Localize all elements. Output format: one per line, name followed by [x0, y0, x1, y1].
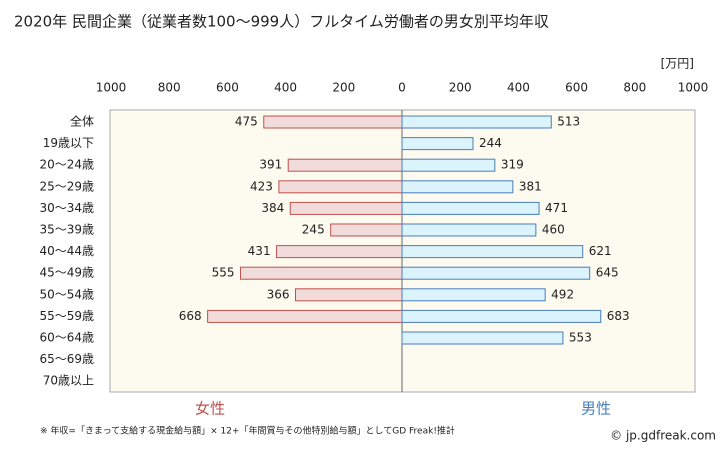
bar — [294, 288, 403, 302]
value-label: 621 — [589, 244, 612, 258]
value-label: 460 — [542, 223, 565, 237]
x-tick-label: 400 — [507, 81, 530, 95]
value-label: 513 — [557, 115, 580, 129]
category-label: 20〜24歳 — [39, 158, 94, 172]
category-label: 70歳以上 — [43, 374, 94, 388]
x-tick-label: 1000 — [678, 81, 709, 95]
bar — [207, 309, 403, 323]
x-tick-label: 800 — [158, 81, 181, 95]
chart-title: 2020年 民間企業（従業者数100〜999人）フルタイム労働者の男女別平均年収 — [14, 13, 549, 31]
value-label: 645 — [596, 266, 619, 280]
source: © jp.gdfreak.com — [610, 429, 716, 443]
category-label: 19歳以下 — [43, 136, 94, 150]
x-tick-label: 0 — [398, 81, 406, 95]
value-label: 683 — [607, 309, 630, 323]
x-tick-label: 800 — [623, 81, 646, 95]
bar — [287, 158, 403, 172]
value-label: 431 — [248, 244, 271, 258]
bar — [401, 266, 591, 280]
bar — [401, 309, 602, 323]
bar — [239, 266, 403, 280]
value-label: 391 — [259, 158, 282, 172]
value-label: 475 — [235, 115, 258, 129]
bar — [401, 180, 514, 194]
bar — [401, 223, 537, 237]
category-label: 50〜54歳 — [39, 287, 94, 301]
category-label: 65〜69歳 — [39, 352, 94, 366]
bar — [289, 201, 403, 215]
legend-label: 男性 — [581, 400, 611, 418]
category-label: 55〜59歳 — [39, 309, 94, 323]
bar — [401, 137, 474, 151]
bar — [401, 288, 546, 302]
bar — [401, 158, 496, 172]
x-tick-label: 600 — [216, 81, 239, 95]
category-label: 45〜49歳 — [39, 266, 94, 280]
value-label: 381 — [519, 179, 542, 193]
footnote: ※ 年収=「きまって支給する現金給与額」× 12+「年間賞与その他特別給与額」と… — [40, 425, 455, 437]
x-tick-label: 600 — [565, 81, 588, 95]
category-label: 60〜64歳 — [39, 331, 94, 345]
x-tick-label: 200 — [332, 81, 355, 95]
bar — [263, 115, 403, 129]
value-label: 423 — [250, 179, 273, 193]
value-label: 471 — [545, 201, 568, 215]
category-label: 40〜44歳 — [39, 244, 94, 258]
legend-label: 女性 — [195, 400, 225, 418]
value-label: 668 — [179, 309, 202, 323]
value-label: 492 — [551, 287, 574, 301]
x-tick-label: 1000 — [96, 81, 127, 95]
bar — [401, 115, 552, 129]
x-tick-label: 400 — [274, 81, 297, 95]
value-label: 244 — [479, 136, 502, 150]
category-label: 30〜34歳 — [39, 201, 94, 215]
value-label: 319 — [501, 158, 524, 172]
value-label: 245 — [302, 223, 325, 237]
bar — [401, 201, 540, 215]
x-tick-label: 200 — [449, 81, 472, 95]
value-label: 553 — [569, 331, 592, 345]
bar — [330, 223, 403, 237]
bar — [401, 331, 564, 345]
bar — [278, 180, 403, 194]
value-label: 366 — [267, 287, 290, 301]
category-label: 35〜39歳 — [39, 223, 94, 237]
bar — [401, 245, 584, 259]
category-label: 全体 — [70, 114, 94, 129]
unit-label: [万円] — [661, 57, 694, 71]
bar — [276, 245, 403, 259]
value-label: 384 — [261, 201, 284, 215]
value-label: 555 — [212, 266, 235, 280]
category-label: 25〜29歳 — [39, 179, 94, 193]
